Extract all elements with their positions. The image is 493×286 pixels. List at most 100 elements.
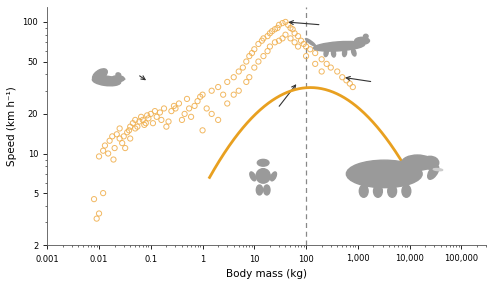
Point bbox=[219, 92, 227, 97]
Point bbox=[349, 85, 357, 89]
Point bbox=[134, 124, 141, 129]
Ellipse shape bbox=[250, 172, 256, 181]
Point bbox=[194, 99, 202, 104]
X-axis label: Body mass (kg): Body mass (kg) bbox=[226, 269, 307, 279]
Point bbox=[271, 40, 279, 45]
Point bbox=[214, 85, 222, 89]
Point bbox=[259, 36, 267, 41]
Point bbox=[125, 128, 133, 133]
Point bbox=[223, 80, 231, 84]
Point bbox=[109, 157, 117, 162]
Point bbox=[116, 126, 124, 131]
Point bbox=[99, 148, 107, 153]
Point bbox=[120, 134, 128, 139]
Point bbox=[264, 34, 272, 38]
Point bbox=[191, 104, 199, 108]
Point bbox=[346, 81, 354, 86]
Ellipse shape bbox=[355, 37, 369, 44]
Point bbox=[139, 118, 147, 122]
Point bbox=[196, 94, 204, 99]
Point bbox=[168, 109, 176, 114]
Point bbox=[279, 21, 286, 25]
Point bbox=[126, 136, 134, 141]
Ellipse shape bbox=[347, 160, 422, 188]
Point bbox=[302, 44, 310, 49]
Ellipse shape bbox=[264, 185, 270, 195]
Point bbox=[129, 121, 137, 126]
Ellipse shape bbox=[422, 156, 439, 169]
Point bbox=[246, 75, 253, 80]
Point bbox=[172, 106, 179, 111]
Point bbox=[274, 26, 282, 30]
Point bbox=[282, 20, 289, 24]
Ellipse shape bbox=[402, 185, 411, 197]
Point bbox=[230, 75, 238, 80]
Point bbox=[170, 104, 178, 108]
Ellipse shape bbox=[428, 165, 439, 179]
Point bbox=[142, 121, 150, 126]
Point bbox=[230, 92, 238, 97]
Point bbox=[178, 118, 186, 122]
Point bbox=[223, 101, 231, 106]
Point bbox=[160, 106, 168, 111]
Point bbox=[149, 121, 157, 126]
Point bbox=[235, 69, 243, 74]
Point bbox=[214, 118, 222, 122]
Point bbox=[136, 119, 143, 124]
Ellipse shape bbox=[433, 168, 443, 171]
Point bbox=[327, 65, 335, 70]
Ellipse shape bbox=[256, 169, 270, 183]
Ellipse shape bbox=[363, 34, 368, 38]
Point bbox=[147, 112, 155, 116]
Ellipse shape bbox=[93, 69, 107, 81]
Point bbox=[143, 113, 151, 118]
Point bbox=[141, 123, 148, 127]
Ellipse shape bbox=[271, 172, 277, 181]
Point bbox=[126, 124, 134, 129]
Point bbox=[248, 51, 256, 55]
Point bbox=[246, 54, 253, 58]
Point bbox=[275, 23, 283, 27]
Point bbox=[153, 115, 161, 119]
Point bbox=[239, 65, 247, 70]
Ellipse shape bbox=[387, 185, 396, 197]
Point bbox=[199, 128, 207, 133]
Point bbox=[113, 132, 121, 137]
Point bbox=[266, 44, 274, 49]
Point bbox=[254, 42, 262, 46]
Ellipse shape bbox=[374, 185, 383, 197]
Point bbox=[279, 36, 286, 41]
Point bbox=[165, 119, 173, 124]
Point bbox=[291, 40, 299, 45]
Point bbox=[291, 31, 299, 35]
Ellipse shape bbox=[359, 185, 368, 197]
Point bbox=[243, 59, 250, 64]
Point bbox=[203, 106, 211, 111]
Point bbox=[208, 112, 215, 116]
Point bbox=[289, 27, 297, 31]
Point bbox=[185, 106, 193, 111]
Point bbox=[250, 47, 258, 51]
Point bbox=[183, 97, 191, 101]
Point bbox=[110, 146, 118, 150]
Point bbox=[282, 32, 289, 37]
Ellipse shape bbox=[324, 49, 328, 57]
Ellipse shape bbox=[111, 76, 124, 82]
Point bbox=[286, 36, 294, 41]
Point bbox=[271, 27, 279, 31]
Point bbox=[208, 88, 215, 93]
Point bbox=[108, 134, 116, 139]
Point bbox=[157, 118, 165, 122]
Point bbox=[333, 69, 341, 74]
Point bbox=[118, 141, 126, 145]
Point bbox=[162, 124, 170, 129]
Point bbox=[151, 109, 159, 114]
Y-axis label: Speed (km h⁻¹): Speed (km h⁻¹) bbox=[7, 86, 17, 166]
Ellipse shape bbox=[314, 41, 365, 51]
Point bbox=[317, 69, 325, 74]
Point bbox=[297, 38, 305, 43]
Ellipse shape bbox=[343, 49, 347, 57]
Point bbox=[101, 143, 109, 148]
Point bbox=[243, 80, 250, 84]
Point bbox=[306, 47, 314, 51]
